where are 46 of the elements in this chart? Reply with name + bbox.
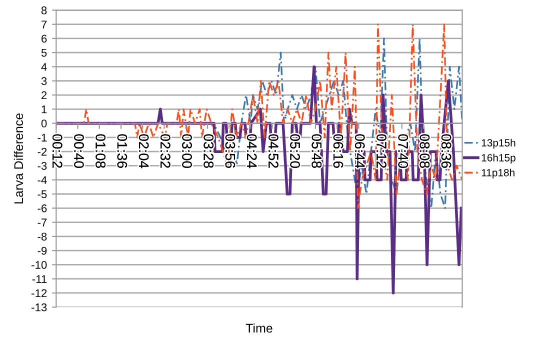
x-tick-label: 03:00 <box>182 134 192 168</box>
x-tick-label: 08:08 <box>420 134 430 168</box>
y-tick-label: -10 <box>32 260 47 269</box>
y-axis-title: Larva Difference <box>14 113 24 204</box>
x-tick-label: 03:56 <box>225 134 236 168</box>
x-tick-label: 01:36 <box>117 134 128 168</box>
y-tick-label: -8 <box>38 232 47 241</box>
y-tick-label: 2 <box>42 91 47 100</box>
x-tick-label: 04:24 <box>246 134 257 168</box>
x-axis-title: Time <box>246 323 272 333</box>
y-tick-label: 0 <box>41 120 47 128</box>
y-tick-label: -7 <box>38 218 47 226</box>
x-tick-label: 01:08 <box>96 134 106 168</box>
y-tick-label: 4 <box>41 63 47 71</box>
y-tick-label: -2 <box>38 148 47 156</box>
y-tick-label: -13 <box>32 303 47 312</box>
y-tick-label: -12 <box>32 289 47 298</box>
y-tick-label: -9 <box>38 246 47 255</box>
y-tick-label: -4 <box>38 176 47 184</box>
y-tick-label: 8 <box>41 6 47 14</box>
x-tick-label: 07:12 <box>376 134 386 168</box>
x-tick-label: 06:44 <box>354 134 365 168</box>
y-tick-label: 6 <box>42 34 47 43</box>
y-tick-label: -1 <box>38 134 47 142</box>
x-tick-label: 03:28 <box>204 134 214 168</box>
x-tick-label: 00:12 <box>52 134 62 168</box>
y-tick-label: 5 <box>41 48 47 57</box>
y-tick-label: 3 <box>41 77 47 86</box>
x-tick-label: 07:40 <box>398 134 408 168</box>
y-tick-label: 1 <box>42 106 47 114</box>
legend-label: 13p15h <box>482 138 516 149</box>
x-tick-label: 08:36 <box>441 134 452 168</box>
legend-label: 16h15p <box>482 154 516 164</box>
y-tick-label: -3 <box>38 162 47 170</box>
x-tick-label: 05:48 <box>312 134 322 168</box>
x-tick-label: 02:04 <box>138 134 149 168</box>
y-tick-label: 7 <box>42 20 47 28</box>
y-tick-label: -6 <box>38 204 47 212</box>
x-tick-label: 04:52 <box>268 134 278 168</box>
x-tick-label: 06:16 <box>333 134 344 168</box>
x-tick-label: 05:20 <box>290 134 300 168</box>
x-tick-label: 02:32 <box>160 134 170 168</box>
y-tick-label: -5 <box>38 190 47 198</box>
x-tick-label: 00:40 <box>74 134 84 168</box>
legend-label: 11p18h <box>482 168 514 178</box>
y-tick-label: -11 <box>32 275 47 283</box>
